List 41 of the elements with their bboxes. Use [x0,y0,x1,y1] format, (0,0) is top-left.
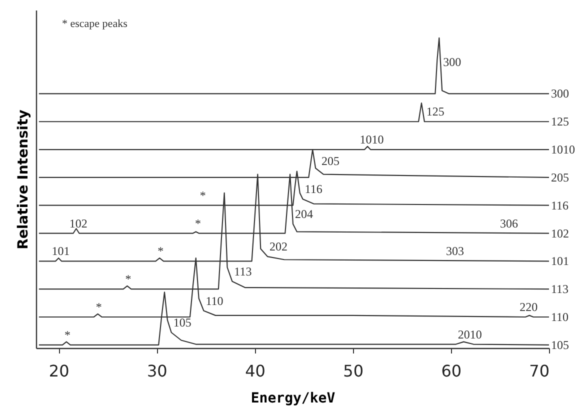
series-label: 300 [551,86,569,101]
x-tick-label: 20 [48,362,70,380]
annotation: * [194,216,201,230]
series-label: 205 [551,170,569,184]
annotation: 101 [52,244,70,258]
annotation: * [96,300,102,314]
x-axis-title: Energy/keV [250,390,336,406]
annotation: 105 [173,315,192,330]
series-label: 113 [551,282,569,296]
annotation: * [64,328,70,342]
annotation: 116 [304,182,322,196]
x-tick-label: 70 [529,362,550,380]
annotation: 113 [234,264,252,278]
annotation: * [125,272,132,286]
annotation: 102 [69,216,88,230]
annotation: 300 [443,55,462,70]
annotation: 204 [294,206,313,221]
annotation: * [200,188,206,202]
series-label: 105 [551,338,569,352]
annotation: 202 [269,240,288,254]
annotation: 1010 [360,132,384,147]
annotation: 306 [500,216,518,230]
series-label: 1010 [551,142,575,157]
x-tick-label: 50 [343,362,364,380]
series-label: 125 [551,114,569,129]
series-label: 101 [551,254,569,268]
x-tick-label: 40 [245,362,266,380]
text: * escape peaks [62,18,128,30]
annotation: 205 [321,154,340,168]
annotation: 303 [446,244,464,258]
series-label: 102 [551,226,569,240]
series-label: 116 [551,198,569,212]
x-tick-label: 30 [146,362,168,380]
y-axis-title: Relative Intensity [16,110,32,250]
x-tick-label: 60 [441,362,462,380]
annotation: 125 [426,104,444,119]
annotation: 110 [206,294,224,308]
series-label: 110 [551,310,569,324]
annotation: * [158,244,164,258]
annotation: 220 [520,300,538,314]
annotation: 2010 [458,327,482,342]
